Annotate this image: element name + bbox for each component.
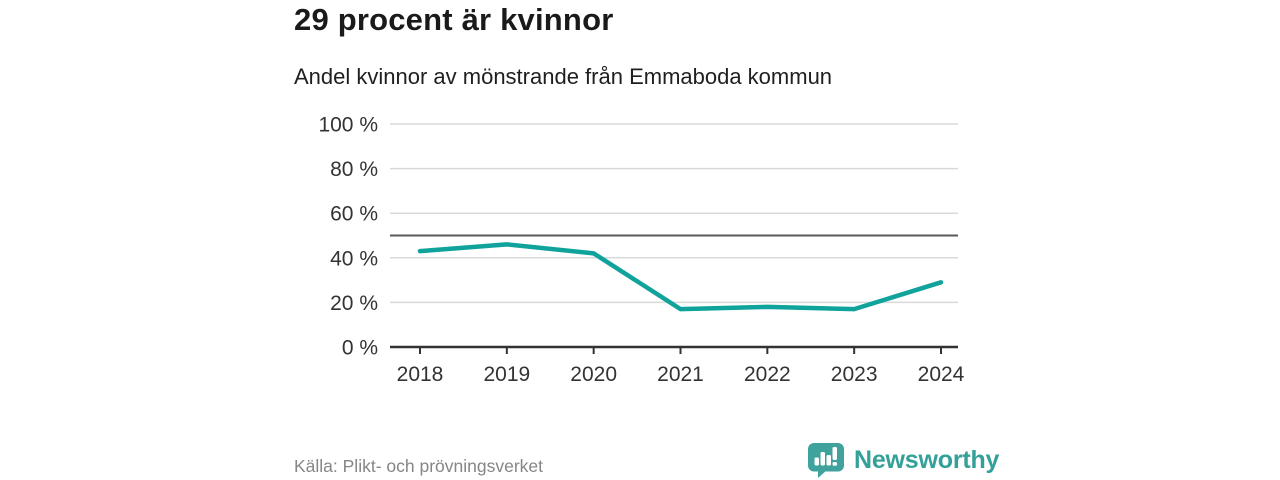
newsworthy-logo: Newsworthy <box>806 441 999 479</box>
y-tick-label-100: 100 % <box>318 114 378 137</box>
chart-subtitle: Andel kvinnor av mönstrande från Emmabod… <box>294 64 833 89</box>
x-tick-label-2022: 2022 <box>744 363 791 386</box>
y-tick-label-80: 80 % <box>330 158 378 181</box>
x-tick-label-2019: 2019 <box>483 363 530 386</box>
x-tick-label-2020: 2020 <box>570 363 617 386</box>
y-tick-label-0: 0 % <box>342 337 378 360</box>
line-chart: 2018 2019 2020 2021 2022 2023 2024 0 % 20 % 40 % 6… <box>318 114 965 387</box>
headline: 29 procent är kvinnor <box>294 2 614 37</box>
y-tick-label-60: 60 % <box>330 203 378 226</box>
x-tick-label-2018: 2018 <box>397 363 444 386</box>
x-tick-label-2024: 2024 <box>918 363 965 386</box>
data-line-Andel kvinnor av mönstrande <box>417 242 944 312</box>
brand-name: Newsworthy <box>854 445 1000 474</box>
source-attribution: Källa: Plikt- och prövningsverket <box>294 456 543 476</box>
x-tick-label-2021: 2021 <box>657 363 704 386</box>
newsworthy-bar-chart-speech-bubble-icon <box>808 443 844 478</box>
y-tick-label-40: 40 % <box>330 247 378 270</box>
y-tick-label-20: 20 % <box>330 292 378 315</box>
x-tick-label-2023: 2023 <box>831 363 878 386</box>
